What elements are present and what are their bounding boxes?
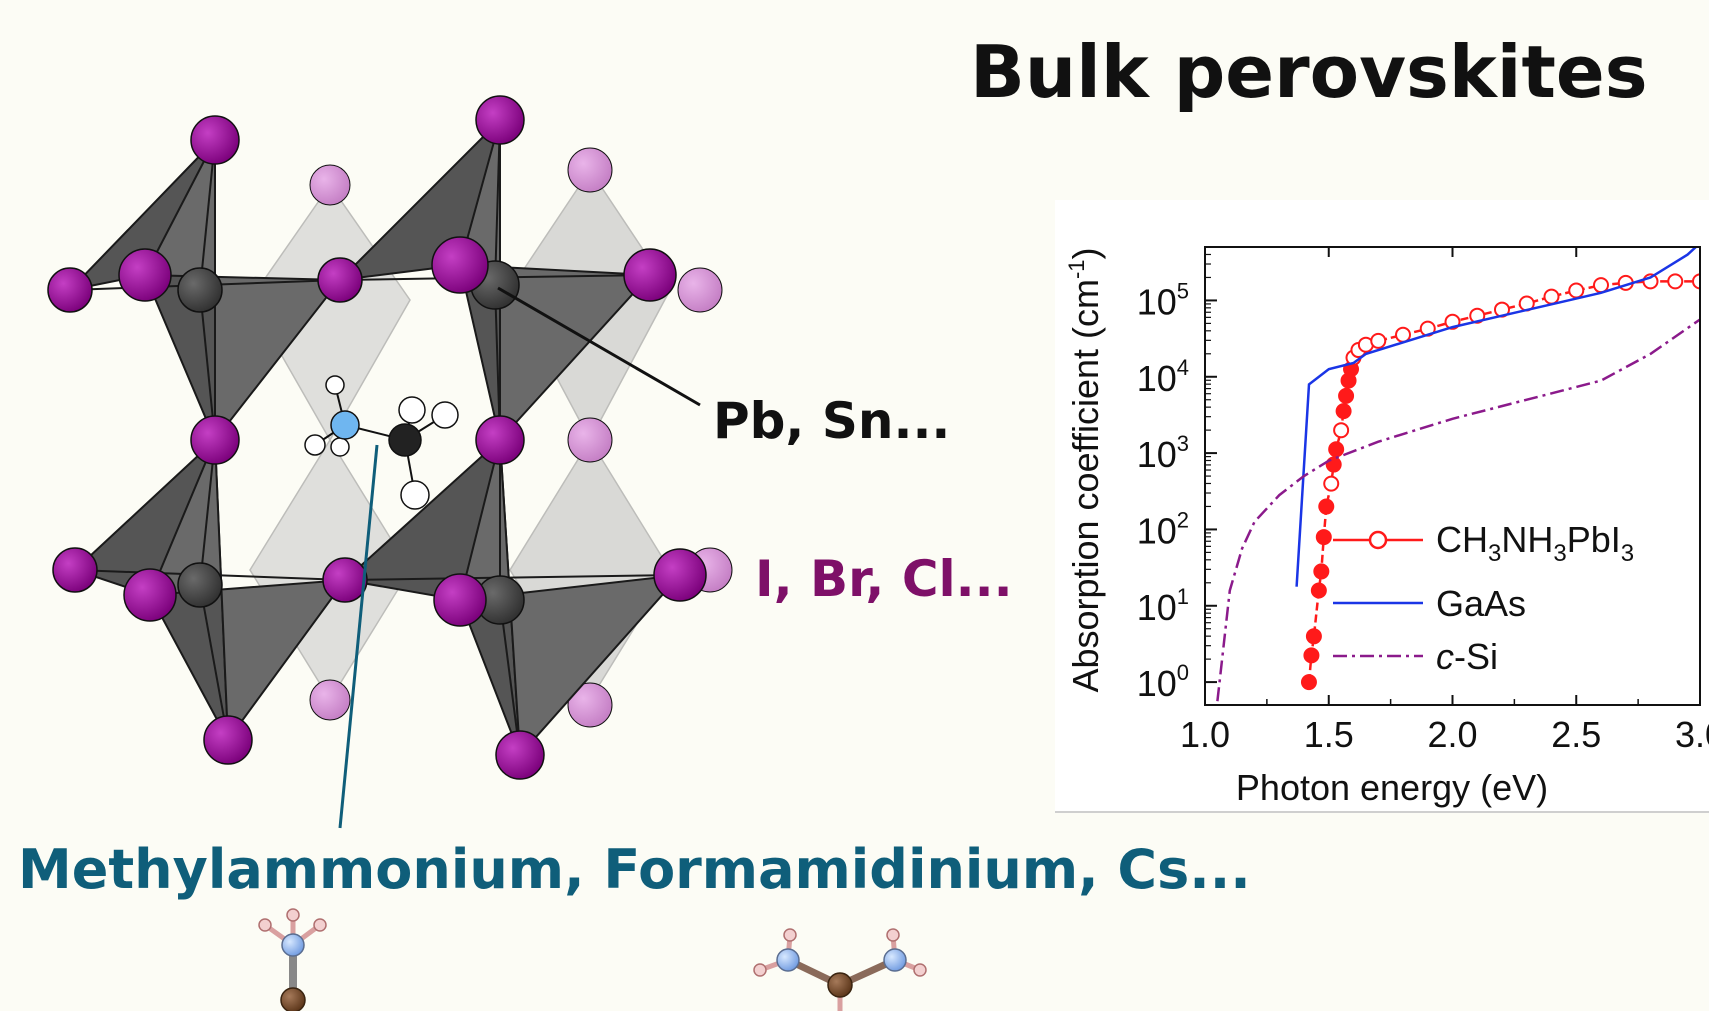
- front-octahedra: [67, 117, 683, 758]
- back-halide-atoms: [309, 147, 733, 728]
- series-line-gaas: [1295, 247, 1698, 587]
- y-tick-label: 102: [1137, 507, 1189, 551]
- data-point: [1300, 674, 1317, 691]
- b-site-label: Pb, Sn...: [713, 392, 951, 450]
- y-tick-label: 105: [1137, 278, 1189, 322]
- legend-label-c-si: c-Si: [1436, 636, 1498, 677]
- data-point: [1335, 403, 1352, 420]
- data-point: [1315, 529, 1332, 546]
- chart-legend: CH3NH3PbI3 GaAs c-Si: [1333, 519, 1634, 677]
- data-point: [1370, 332, 1387, 349]
- data-point: [1323, 475, 1340, 492]
- data-point: [1543, 288, 1560, 305]
- data-point: [1303, 647, 1320, 664]
- methylammonium-molecule: [304, 375, 459, 510]
- y-tick-label: 104: [1137, 355, 1189, 399]
- a-site-label: Methylammonium, Formamidinium, Cs...: [18, 838, 1251, 901]
- legend-label-ch3nh3pbi3: CH3NH3PbI3: [1436, 519, 1634, 567]
- data-point: [1692, 273, 1700, 290]
- data-point: [1305, 628, 1322, 645]
- b-site-pointer: [497, 286, 701, 407]
- chart-plot-area: [1216, 247, 1700, 702]
- x-tick-label: 2.5: [1551, 714, 1601, 755]
- formamidinium-structure: [753, 928, 927, 1011]
- data-point: [1318, 498, 1335, 515]
- legend-label-gaas: GaAs: [1436, 583, 1526, 624]
- data-point: [1313, 563, 1330, 580]
- legend-item-c-si: c-Si: [1333, 636, 1498, 677]
- data-point: [1328, 441, 1345, 458]
- x-tick-label: 2.0: [1427, 714, 1477, 755]
- x-axis-label: Photon energy (eV): [1236, 767, 1548, 808]
- data-point: [1333, 422, 1350, 439]
- data-point: [1338, 387, 1355, 404]
- y-axis-label: Absorption coefficient (cm-1): [1064, 247, 1106, 692]
- y-tick-label: 101: [1137, 584, 1189, 628]
- legend-item-ch3nh3pbi3: CH3NH3PbI3: [1333, 519, 1634, 567]
- x-site-label: I, Br, Cl...: [755, 550, 1013, 608]
- a-site-pointer: [338, 444, 379, 829]
- page-title: Bulk perovskites: [970, 30, 1648, 114]
- data-point: [1667, 273, 1684, 290]
- legend-item-gaas: GaAs: [1333, 583, 1526, 624]
- pb-atoms: [177, 260, 525, 625]
- data-point: [1469, 307, 1486, 324]
- chart-axes: 1.0 1.5 2.0 2.5 3.0 100 101 102 103 104 105: [1137, 246, 1709, 755]
- data-point: [1310, 582, 1327, 599]
- series-line-c-si: [1216, 318, 1700, 702]
- absorption-chart: 1.0 1.5 2.0 2.5 3.0 100 101 102 103 104 105 CH3NH3…: [1055, 200, 1709, 813]
- halide-atoms: [47, 95, 707, 780]
- x-tick-label: 3.0: [1675, 714, 1709, 755]
- y-tick-label: 100: [1137, 660, 1189, 704]
- x-tick-label: 1.5: [1304, 714, 1354, 755]
- y-tick-label: 103: [1137, 431, 1189, 475]
- data-point: [1568, 282, 1585, 299]
- perovskite-crystal: [47, 95, 733, 780]
- x-tick-label: 1.0: [1180, 714, 1230, 755]
- methylammonium-structure: [258, 908, 327, 1011]
